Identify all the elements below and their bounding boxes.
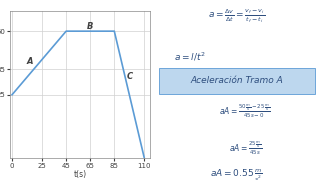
X-axis label: t(s): t(s) xyxy=(73,170,87,179)
FancyBboxPatch shape xyxy=(159,68,315,94)
Text: A: A xyxy=(27,57,33,66)
Text: $a = l/t^2$: $a = l/t^2$ xyxy=(173,50,205,63)
Text: $aA = \frac{25\,\frac{m}{s}}{45s}$: $aA = \frac{25\,\frac{m}{s}}{45s}$ xyxy=(228,140,262,157)
Text: $aA = 0.55\,\frac{m}{s^2}$: $aA = 0.55\,\frac{m}{s^2}$ xyxy=(211,167,263,180)
Text: B: B xyxy=(87,22,93,31)
Text: C: C xyxy=(127,73,133,82)
Text: $aA = \frac{50\,\frac{m}{s} - 25\,\frac{m}{s}}{45s - 0}$: $aA = \frac{50\,\frac{m}{s} - 25\,\frac{… xyxy=(219,103,271,120)
Text: Aceleración Tramo A: Aceleración Tramo A xyxy=(190,76,283,85)
Text: $a = \frac{\Delta v}{\Delta t} = \frac{v_f - v_i}{t_f - t_i}$: $a = \frac{\Delta v}{\Delta t} = \frac{v… xyxy=(208,7,265,25)
